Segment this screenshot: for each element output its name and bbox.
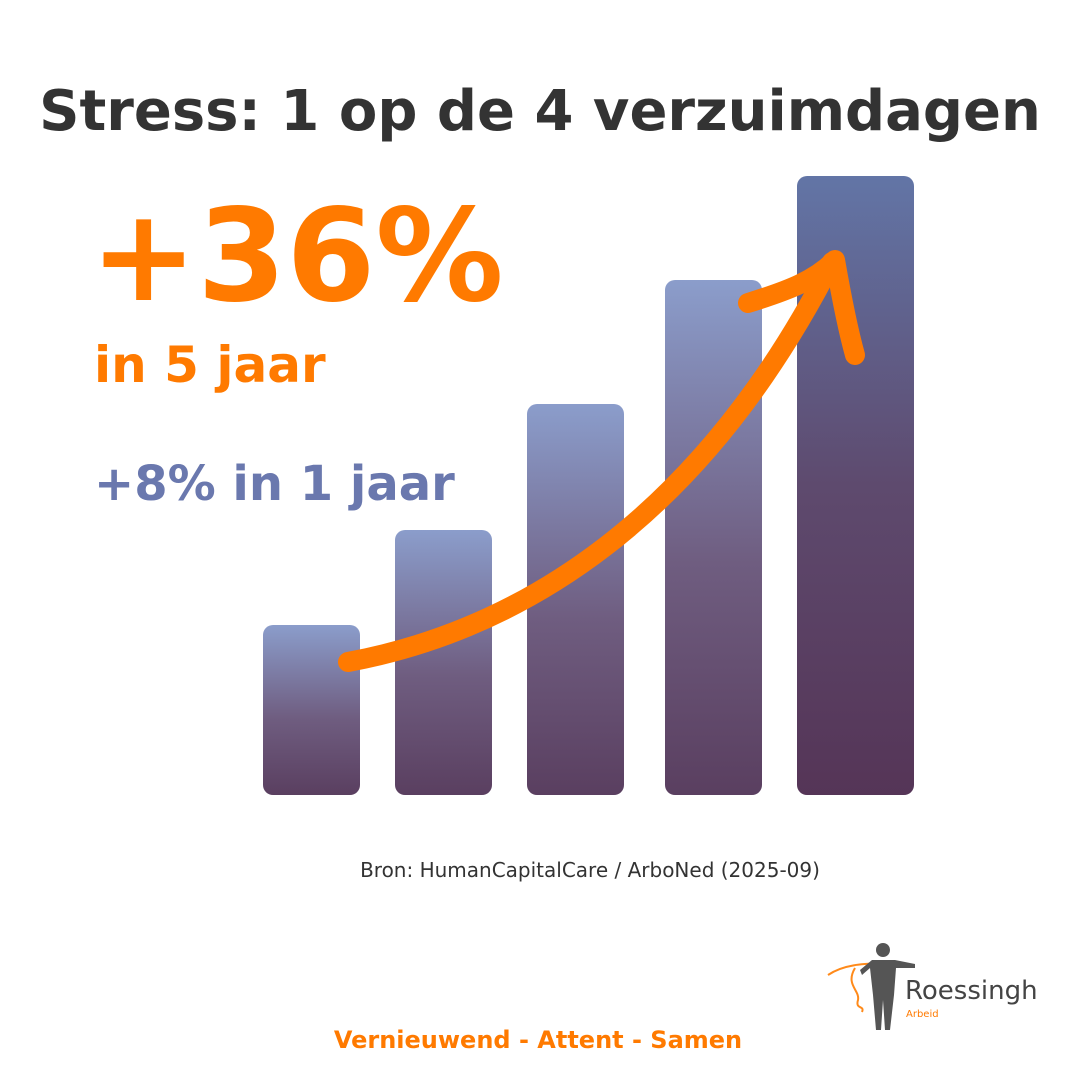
bar-shape	[797, 176, 914, 795]
main-stat: +36%	[90, 182, 504, 331]
title: Stress: 1 op de 4 verzuimdagen	[39, 79, 1041, 144]
tagline: Vernieuwend - Attent - Samen	[334, 1026, 742, 1054]
logo-subtitle: Arbeid	[906, 1009, 939, 1020]
logo: Roessingh Arbeid	[827, 943, 1038, 1030]
bar-shape	[527, 404, 624, 795]
bar-shape	[395, 530, 492, 795]
secondary-stat: +8% in 1 jaar	[94, 456, 455, 512]
main-period: in 5 jaar	[94, 336, 326, 394]
logo-name: Roessingh	[905, 976, 1038, 1006]
bar-shape	[665, 280, 762, 795]
source: Bron: HumanCapitalCare / ArboNed (2025-0…	[360, 858, 820, 882]
growth-arrow	[338, 250, 865, 672]
bar-shape	[263, 625, 360, 795]
